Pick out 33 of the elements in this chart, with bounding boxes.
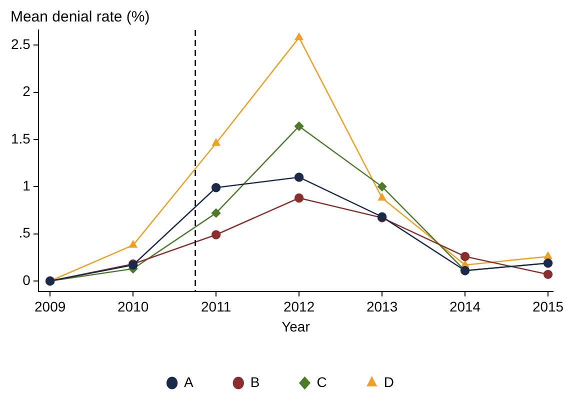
y-tick-label: 1.5 [10,130,31,146]
y-tick-label: .5 [18,224,31,241]
x-tick-label: 2010 [117,298,149,315]
y-tick-label: 2.5 [10,36,31,52]
y-tick-label: 0 [22,272,31,288]
point [544,252,552,260]
point [211,208,221,218]
x-tick-label: 2013 [366,298,398,315]
x-tick-label: 2009 [34,298,66,315]
point [377,182,387,192]
x-axis-title: Year [282,318,310,334]
x-tick-label: 2015 [532,298,564,315]
point [129,240,138,248]
x-tick-label: 2014 [449,298,481,315]
x-tick-label: 2012 [283,298,315,315]
point [294,32,304,40]
point [212,138,220,146]
y-axis-title: Mean denial rate (%) [10,8,150,26]
point [211,182,221,192]
legend-label: A [184,374,194,390]
y-tick-label: 2 [22,83,31,100]
y-tick-label: 1 [22,178,31,194]
legend-label: C [316,374,327,390]
legend-label: D [384,374,394,390]
point [294,172,304,182]
point [543,270,553,280]
point [294,122,304,131]
point [460,252,470,262]
point [294,193,304,203]
x-tick-label: 2011 [201,298,232,315]
point [378,193,386,201]
point [211,230,221,240]
legend-label: B [250,374,260,390]
